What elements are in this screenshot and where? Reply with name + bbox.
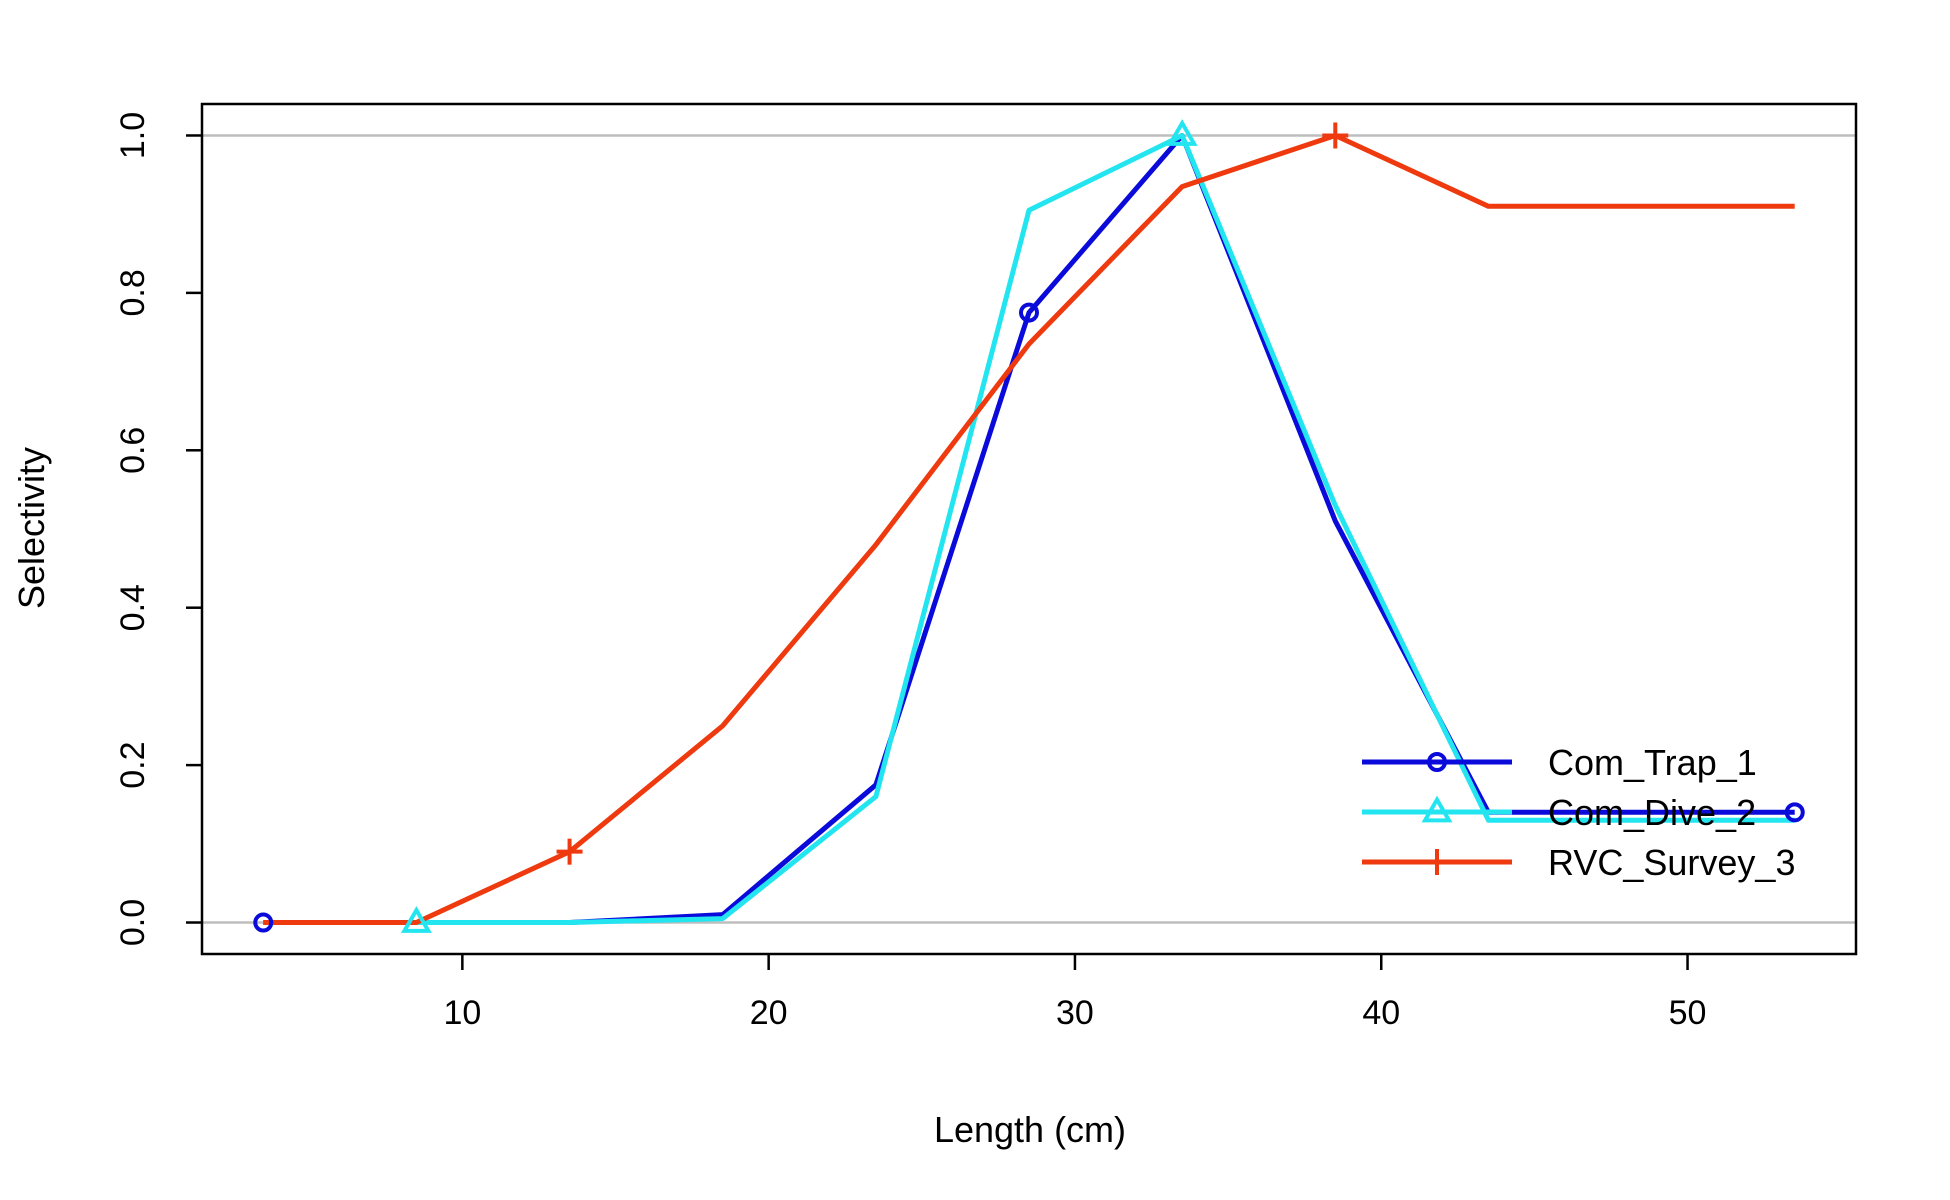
point-RVC_Survey_3-13.5 [556,838,583,865]
x-axis-title: Length (cm) [934,1109,1126,1150]
x-tick-label-40: 40 [1362,994,1400,1032]
legend: Com_Trap_1 Com_Dive_2 RVC_Survey_3 [1362,742,1795,883]
series-lines [263,133,1795,925]
point-Com_Dive_2-33.5 [1166,119,1198,146]
series-line-RVC_Survey_3 [263,133,1795,925]
legend-marker-RVC_Survey_3 [1424,849,1450,875]
x-tick-label-50: 50 [1669,994,1707,1032]
legend-label-Com_Dive_2: Com_Dive_2 [1548,792,1756,833]
y-axis-title: Selectivity [11,447,52,609]
legend-label-Com_Trap_1: Com_Trap_1 [1548,742,1757,783]
legend-marker-Com_Dive_2 [1421,795,1453,823]
y-tick-label-0.2: 0.2 [114,741,152,788]
y-tick-label-0.4: 0.4 [114,584,152,631]
x-tick-label-20: 20 [750,994,788,1032]
plot-frame [200,102,1858,956]
series-line-Com_Dive_2 [263,133,1795,925]
point-Com_Trap_1-28.5 [1019,302,1039,323]
y-tick-label-1.0: 1.0 [114,112,152,159]
x-tick-label-10: 10 [443,994,481,1032]
x-tick-label-30: 30 [1056,994,1094,1032]
y-tick-label-0.0: 0.0 [114,899,152,946]
legend-label-RVC_Survey_3: RVC_Survey_3 [1548,842,1795,883]
legend-marker-Com_Trap_1 [1427,752,1447,772]
point-Com_Trap_1-53.5 [1784,802,1805,823]
axes: 10 20 30 40 50 0.0 0.2 0.4 0.6 0.8 1.0 [114,102,1858,1032]
y-tick-label-0.6: 0.6 [114,427,152,474]
point-Com_Trap_1-3.5 [253,912,274,933]
point-Com_Dive_2-8.5 [400,906,432,933]
point-RVC_Survey_3-38.5 [1322,122,1349,149]
series-markers [253,119,1805,933]
y-tick-label-0.8: 0.8 [114,269,152,316]
